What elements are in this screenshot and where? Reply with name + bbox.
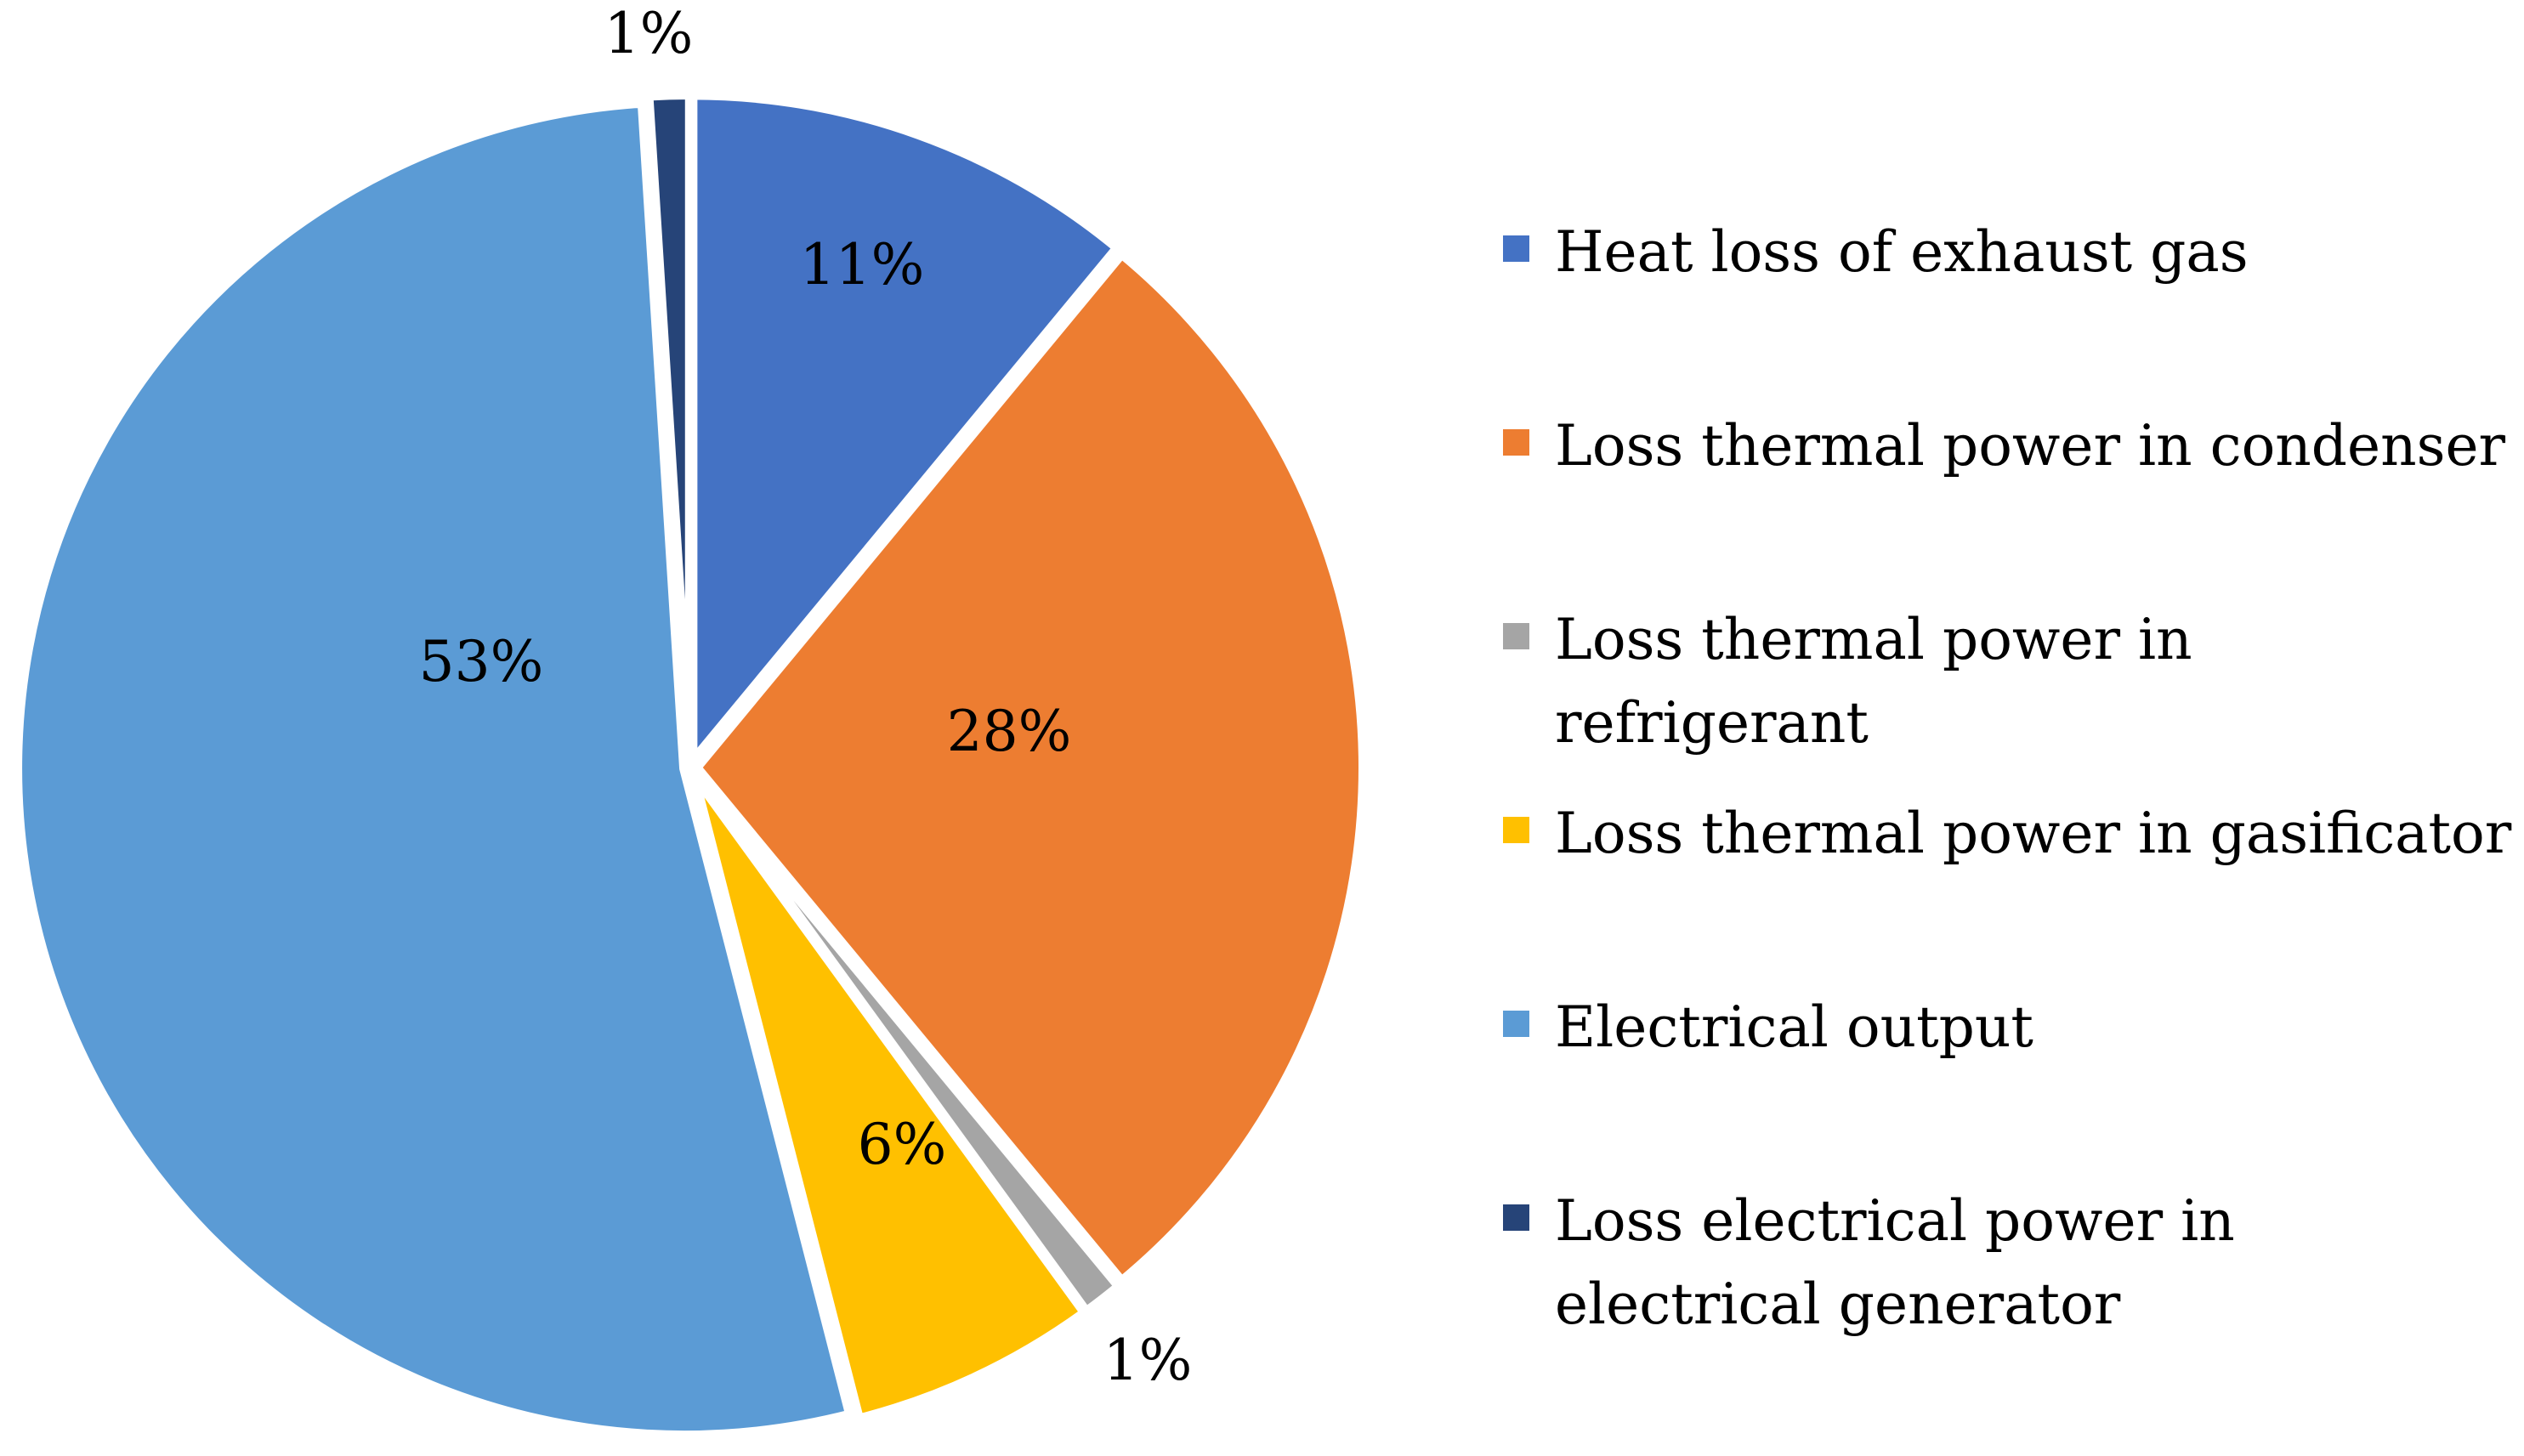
legend-label: Heat loss of exhaust gas	[1555, 219, 2249, 285]
legend-swatch	[1503, 1011, 1529, 1037]
chart-legend: Heat loss of exhaust gas Loss thermal po…	[1503, 211, 2515, 1374]
legend-swatch	[1503, 817, 1529, 843]
legend-label: Loss thermal power in gasificator	[1555, 801, 2512, 866]
legend-item-heat-loss-exhaust-gas: Heat loss of exhaust gas	[1503, 211, 2515, 405]
data-label-5: 1%	[604, 1, 694, 66]
legend-label: Loss thermal power in condenser	[1555, 413, 2506, 479]
legend-item-loss-electrical-generator: Loss electrical power in electrical gene…	[1503, 1180, 2515, 1374]
pie-slices	[12, 89, 1369, 1442]
data-label-2: 1%	[1103, 1328, 1193, 1393]
legend-item-loss-refrigerant: Loss thermal power in refrigerant	[1503, 598, 2515, 792]
pie-slice-loss-thermal-power-in-condenser	[691, 248, 1369, 1287]
pie-slice-electrical-output	[12, 97, 856, 1442]
data-label-3: 6%	[858, 1112, 947, 1177]
legend-label: Loss thermal power in refrigerant	[1555, 607, 2192, 756]
legend-swatch	[1503, 429, 1529, 456]
pie-slice-loss-electrical-power-in-electrical-generator	[643, 89, 695, 768]
legend-item-loss-gasificator: Loss thermal power in gasificator	[1503, 792, 2515, 986]
pie-data-labels: 11% 28% 1% 6% 53% 1%	[419, 1, 1193, 1393]
legend-label: Electrical output	[1555, 994, 2033, 1060]
legend-swatch	[1503, 623, 1529, 649]
legend-label: Loss electrical power in electrical gene…	[1555, 1188, 2235, 1337]
legend-item-electrical-output: Electrical output	[1503, 986, 2515, 1180]
data-label-1: 28%	[947, 699, 1072, 764]
data-label-4: 53%	[419, 629, 544, 694]
pie-slice-heat-loss-of-exhaust-gas	[687, 89, 1123, 768]
pie-slice-loss-thermal-power-in-gasificator	[687, 768, 1091, 1425]
legend-swatch	[1503, 1204, 1529, 1231]
data-label-0: 11%	[800, 232, 925, 297]
legend-item-loss-condenser: Loss thermal power in condenser	[1503, 405, 2515, 598]
legend-swatch	[1503, 235, 1529, 262]
